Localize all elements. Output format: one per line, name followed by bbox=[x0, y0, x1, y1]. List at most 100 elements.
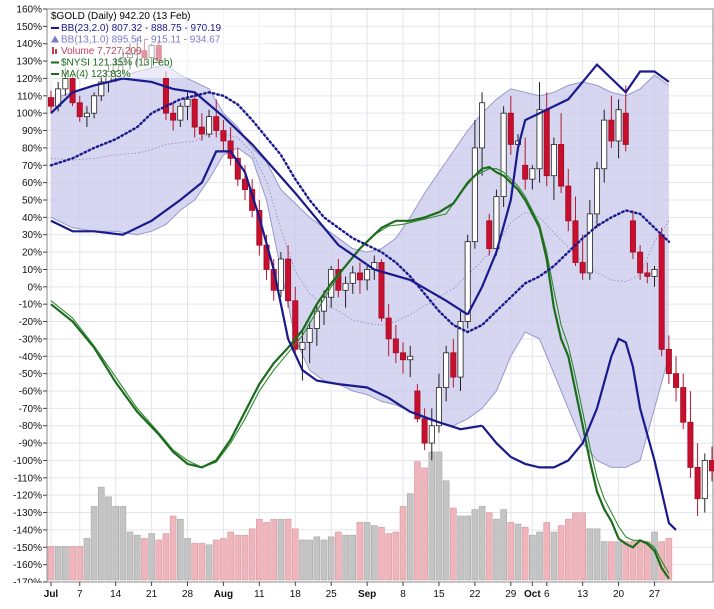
volume-bar bbox=[442, 480, 450, 581]
candle-body bbox=[622, 112, 629, 145]
candle-body bbox=[558, 144, 565, 187]
volume-bar bbox=[177, 518, 184, 581]
legend-label: Volume 7,727,200 bbox=[61, 46, 142, 57]
candle-body bbox=[177, 105, 184, 121]
y-tick-label: 150% bbox=[16, 22, 42, 33]
volume-bar bbox=[572, 512, 579, 581]
volume-bar bbox=[148, 533, 155, 581]
candle-body bbox=[651, 269, 658, 277]
volume-bar bbox=[356, 522, 364, 581]
candle-body bbox=[479, 102, 486, 149]
volume-bar bbox=[371, 525, 378, 581]
candle-body bbox=[471, 147, 478, 243]
y-tick-label: 10% bbox=[22, 265, 42, 276]
y-tick-label: 80% bbox=[22, 143, 42, 154]
y-tick-label: -130% bbox=[13, 508, 42, 519]
volume-bar bbox=[270, 518, 278, 581]
candle-body bbox=[421, 418, 428, 444]
volume-bar bbox=[119, 506, 127, 581]
volume-bar bbox=[212, 539, 220, 581]
y-tick-label: 50% bbox=[22, 196, 42, 207]
volume-bar bbox=[363, 522, 371, 581]
y-tick-label: -160% bbox=[13, 560, 42, 571]
y-tick-label: 30% bbox=[22, 230, 42, 241]
candle-body bbox=[594, 168, 601, 215]
x-tick-label: 13 bbox=[577, 589, 589, 600]
y-tick-label: 100% bbox=[16, 109, 42, 120]
x-tick-label: 8 bbox=[400, 589, 406, 600]
volume-bar bbox=[579, 512, 586, 581]
bb23-mid-line bbox=[49, 91, 671, 334]
y-tick-label: -10% bbox=[19, 300, 42, 311]
candle-body bbox=[62, 78, 69, 90]
volume-bar bbox=[105, 496, 112, 581]
candle-body bbox=[486, 220, 493, 250]
volume-bar bbox=[126, 531, 134, 581]
volume-bar bbox=[313, 536, 321, 581]
candle-body bbox=[665, 348, 672, 375]
candle-body bbox=[464, 241, 471, 322]
legend-swatch bbox=[52, 47, 54, 54]
volume-bar bbox=[464, 515, 471, 581]
candle-body bbox=[98, 81, 105, 97]
volume-bar bbox=[421, 467, 428, 581]
candle-body bbox=[507, 112, 514, 145]
candle-body bbox=[536, 109, 543, 170]
volume-bar bbox=[327, 536, 335, 581]
candle-body bbox=[385, 317, 392, 340]
volume-bar bbox=[141, 538, 148, 581]
volume-bar bbox=[169, 515, 177, 581]
candle-body bbox=[687, 421, 694, 468]
x-tick-label: 11 bbox=[254, 589, 265, 600]
x-tick-label: 21 bbox=[146, 589, 158, 600]
volume-bar bbox=[349, 534, 357, 581]
bb23-lower-line bbox=[50, 150, 483, 431]
candle-body bbox=[522, 164, 529, 180]
candle-body bbox=[198, 126, 205, 135]
y-tick-label: 60% bbox=[22, 178, 42, 189]
volume-bar bbox=[564, 518, 572, 581]
volume-bar bbox=[54, 546, 62, 581]
y-axis-background bbox=[0, 0, 46, 586]
x-tick-label: 15 bbox=[433, 589, 445, 600]
volume-bar bbox=[184, 538, 191, 581]
candle-body bbox=[493, 196, 500, 250]
plot-frame bbox=[46, 8, 714, 583]
y-tick-label: -100% bbox=[13, 456, 42, 467]
volume-bar bbox=[485, 512, 493, 581]
candle-body bbox=[213, 116, 220, 131]
x-tick-label: 20 bbox=[613, 589, 625, 600]
volume-bar bbox=[291, 528, 299, 581]
volume-bar bbox=[342, 534, 349, 581]
volume-bar bbox=[550, 531, 558, 581]
volume-bar bbox=[399, 506, 407, 581]
y-tick-label: 140% bbox=[16, 39, 42, 50]
candle-body bbox=[184, 98, 191, 107]
legend: $GOLD (Daily) 942.20 (13 Feb)BB(23,2.0) … bbox=[48, 10, 266, 80]
candle-body bbox=[292, 300, 299, 350]
volume-bar bbox=[507, 522, 515, 581]
volume-bar bbox=[155, 539, 163, 581]
volume-bar bbox=[586, 528, 594, 581]
candle-body bbox=[414, 390, 421, 420]
x-tick-label: 22 bbox=[469, 589, 481, 600]
y-tick-label: -30% bbox=[19, 334, 42, 345]
candle-body bbox=[529, 168, 536, 180]
legend-background bbox=[48, 10, 266, 78]
candle-body bbox=[450, 352, 457, 378]
candle-body bbox=[91, 95, 98, 114]
candle-body bbox=[349, 272, 356, 284]
volume-bar bbox=[392, 531, 400, 581]
x-tick-label: Jul bbox=[44, 589, 59, 600]
x-tick-label: 28 bbox=[182, 589, 194, 600]
volume-bar bbox=[543, 522, 551, 581]
candle-body bbox=[392, 338, 399, 354]
volume-bar bbox=[277, 518, 285, 581]
candle-body bbox=[48, 97, 55, 107]
bb13-lower-line bbox=[50, 147, 670, 468]
candle-body bbox=[277, 258, 284, 291]
candle-body bbox=[378, 262, 385, 319]
volume-bar bbox=[593, 528, 601, 581]
candle-body bbox=[644, 272, 651, 277]
